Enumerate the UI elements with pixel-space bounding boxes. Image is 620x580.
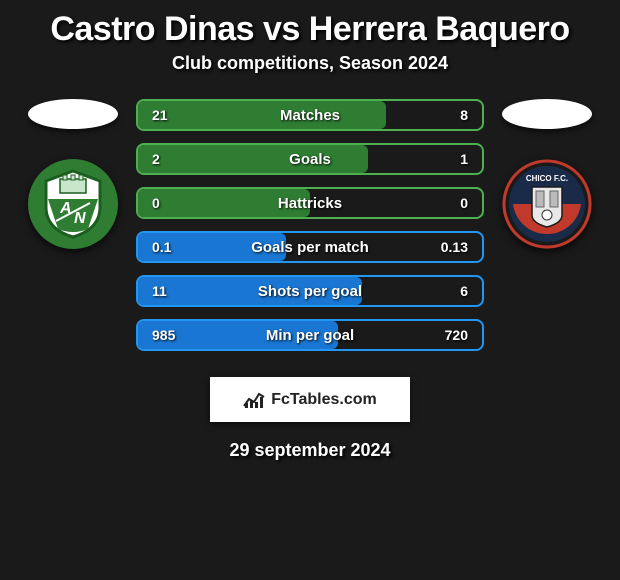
stat-right-value: 720 [445, 327, 468, 343]
page-subtitle: Club competitions, Season 2024 [0, 53, 620, 74]
stat-label: Min per goal [138, 327, 482, 344]
stat-row: 2Goals1 [136, 143, 484, 175]
left-side: A N [28, 99, 118, 249]
stat-label: Shots per goal [138, 283, 482, 300]
stat-row: 11Shots per goal6 [136, 275, 484, 307]
stat-label: Hattricks [138, 195, 482, 212]
right-side: CHICO F.C. [502, 99, 592, 249]
stat-right-value: 8 [460, 107, 468, 123]
stat-right-value: 1 [460, 151, 468, 167]
player-right-avatar [502, 99, 592, 129]
svg-text:CHICO F.C.: CHICO F.C. [526, 174, 568, 183]
brand-badge: FcTables.com [210, 377, 410, 422]
stat-row: 0.1Goals per match0.13 [136, 231, 484, 263]
date-text: 29 september 2024 [0, 440, 620, 461]
club-left-shield-icon: A N [38, 169, 108, 239]
club-right-logo: CHICO F.C. [502, 159, 592, 249]
svg-text:N: N [74, 210, 86, 227]
page-title: Castro Dinas vs Herrera Baquero [0, 0, 620, 53]
stat-row: 21Matches8 [136, 99, 484, 131]
stat-right-value: 6 [460, 283, 468, 299]
stat-right-value: 0.13 [441, 239, 468, 255]
brand-label: FcTables.com [271, 391, 377, 409]
stats-column: 21Matches8 2Goals1 0Hattricks0 0.1Goals per… [136, 99, 484, 351]
comparison-content: A N 21Matches8 2Goals1 0Hattricks0 0.1Goals… [0, 99, 620, 351]
brand-chart-icon [243, 391, 265, 409]
stat-label: Goals per match [138, 239, 482, 256]
club-left-logo: A N [28, 159, 118, 249]
player-left-avatar [28, 99, 118, 129]
stat-row: 985Min per goal720 [136, 319, 484, 351]
stat-right-value: 0 [460, 195, 468, 211]
stat-row: 0Hattricks0 [136, 187, 484, 219]
stat-label: Matches [138, 107, 482, 124]
club-right-shield-icon: CHICO F.C. [502, 159, 592, 249]
stat-label: Goals [138, 151, 482, 168]
